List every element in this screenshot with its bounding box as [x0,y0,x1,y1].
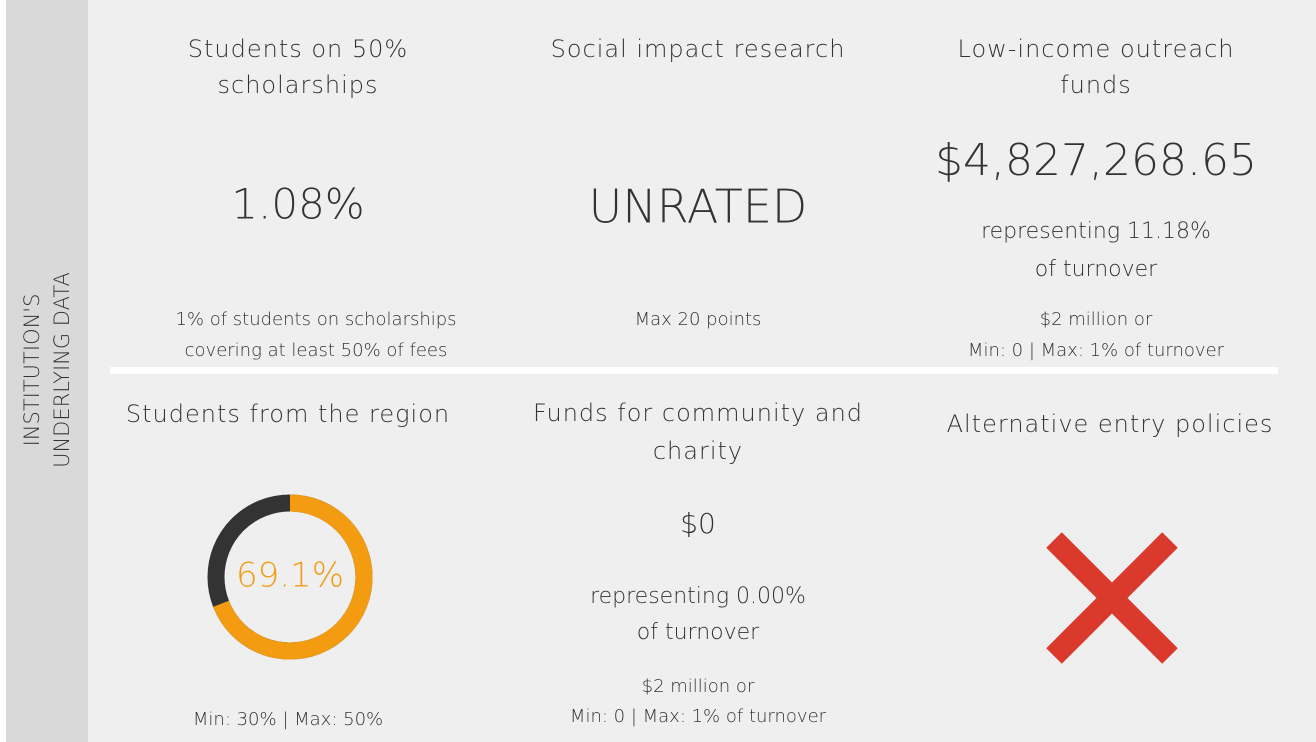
card-sub: of turnover [1035,257,1158,282]
card-value: UNRATED [589,180,808,234]
card-title: Alternative entry policies [947,410,1274,438]
separator [110,367,1278,374]
card-title: scholarships [218,71,379,99]
card-value: 1.08% [231,180,364,229]
card-footer: Max 20 points [635,309,762,330]
cross-icon [1046,532,1178,664]
card-footer: Min: 0 | Max: 1% of turnover [570,706,827,727]
card-footer: $2 million or [1040,309,1153,330]
card-footer: 1% of students on scholarships [175,309,456,330]
sidebar-label: INSTITUTION'S UNDERLYING DATA [20,272,74,468]
card-title: funds [1060,71,1132,99]
donut-arc [213,494,373,660]
sidebar [6,0,88,742]
card-value: $0 [680,507,716,540]
card-footer: covering at least 50% of fees [185,340,448,361]
card-footer: Min: 30% | Max: 50% [193,709,383,730]
card-title: Social impact research [551,35,846,63]
cross-bar [1046,532,1178,664]
donut [207,494,373,660]
card-footer: Min: 0 | Max: 1% of turnover [968,340,1225,361]
card-sub: representing 11.18% [981,219,1211,244]
sidebar-line: UNDERLYING DATA [50,272,74,468]
card-sub: representing 0.00% [590,584,806,609]
card-title: Students on 50% [188,35,408,63]
card-value: $4,827,268.65 [935,135,1257,186]
card-title: Funds for community and [533,399,863,427]
card-sub: of turnover [637,620,760,645]
donut-label: 69.1% [236,556,344,596]
card-title: Low-income outreach [958,35,1235,63]
card-title: Students from the region [126,400,450,428]
sidebar-line: INSTITUTION'S [20,294,44,447]
card-title: charity [653,437,743,465]
card-footer: $2 million or [642,676,755,697]
